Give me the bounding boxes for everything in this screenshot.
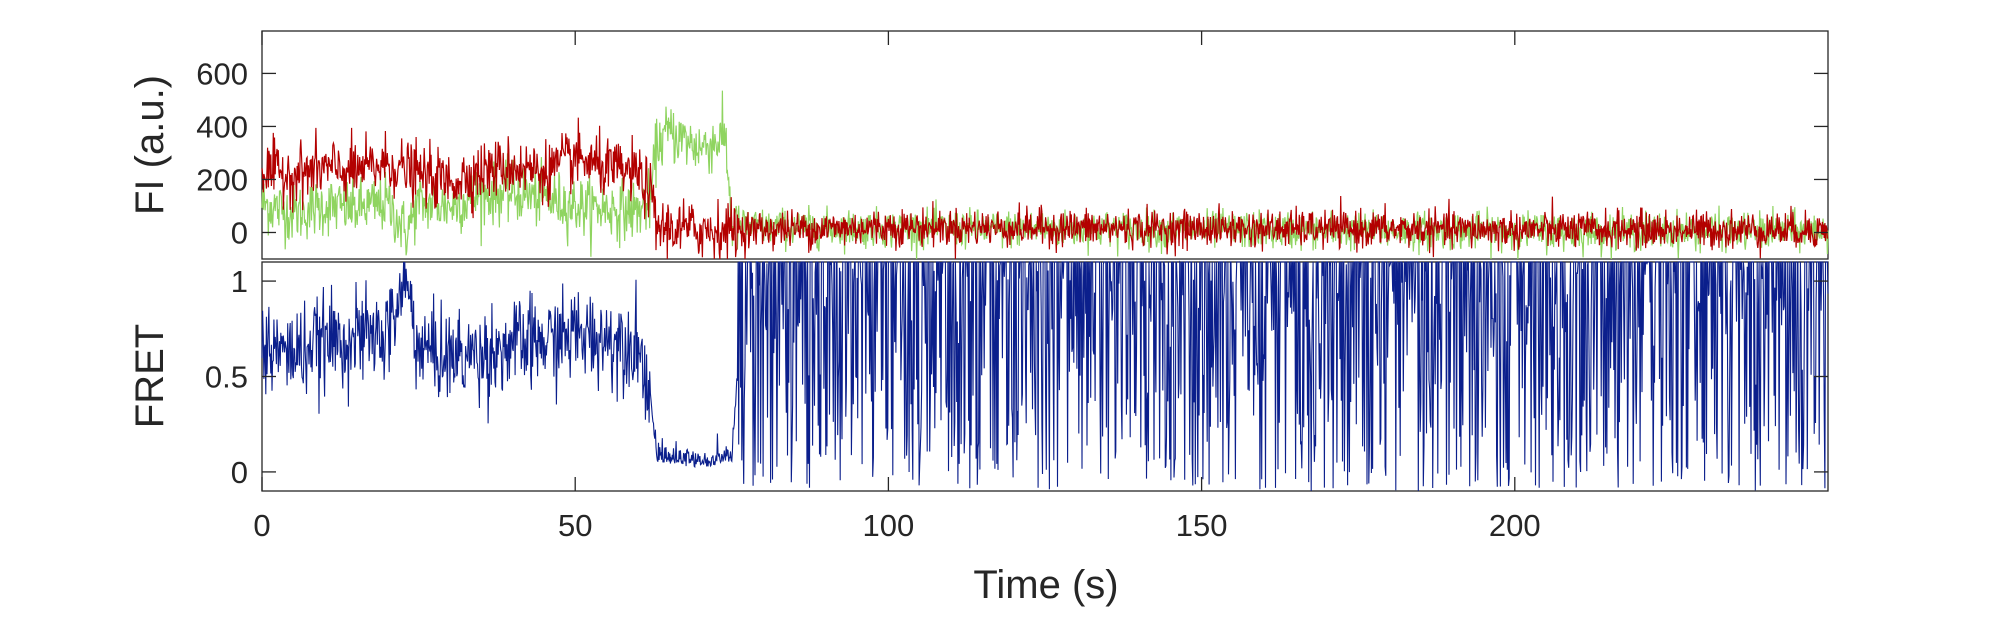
- fluorescence-y-tick-label: 400: [196, 109, 248, 144]
- fluorescence-y-ticks: 0 200 400 600: [196, 56, 1828, 250]
- fluorescence-y-tick-label: 0: [231, 215, 248, 250]
- fluorescence-axes-frame: [261, 30, 1829, 260]
- fret-plot: 00.51 0 50 100 150 200 FRET Time (s): [128, 31, 1829, 607]
- fluorescence-series: [261, 90, 1829, 260]
- fluorescence-y-axis-title: FI (a.u.): [128, 75, 172, 215]
- fret-x-ticks: 0 50 100 150 200: [253, 31, 1541, 543]
- x-axis-title: Time (s): [973, 563, 1118, 607]
- fret-y-tick-label: 0.5: [205, 360, 248, 395]
- fluorescence-series-line-1: [261, 117, 1829, 260]
- x-tick-label: 0: [253, 508, 270, 543]
- fret-y-tick-label: 1: [231, 264, 248, 299]
- x-tick-label: 150: [1176, 508, 1228, 543]
- fret-y-ticks: 00.51: [205, 264, 1828, 490]
- fret-y-axis-title: FRET: [128, 324, 172, 428]
- fret-series: [261, 260, 1829, 492]
- x-tick-label: 100: [863, 508, 915, 543]
- x-tick-label: 50: [558, 508, 592, 543]
- fret-y-tick-label: 0: [231, 455, 248, 490]
- fluorescence-plot: 0 200 400 600 FI (a.u.): [128, 30, 1829, 260]
- fret-series-line-0: [261, 260, 1829, 492]
- fluorescence-y-tick-label: 600: [196, 56, 248, 91]
- x-tick-label: 200: [1489, 508, 1541, 543]
- fluorescence-y-tick-label: 200: [196, 162, 248, 197]
